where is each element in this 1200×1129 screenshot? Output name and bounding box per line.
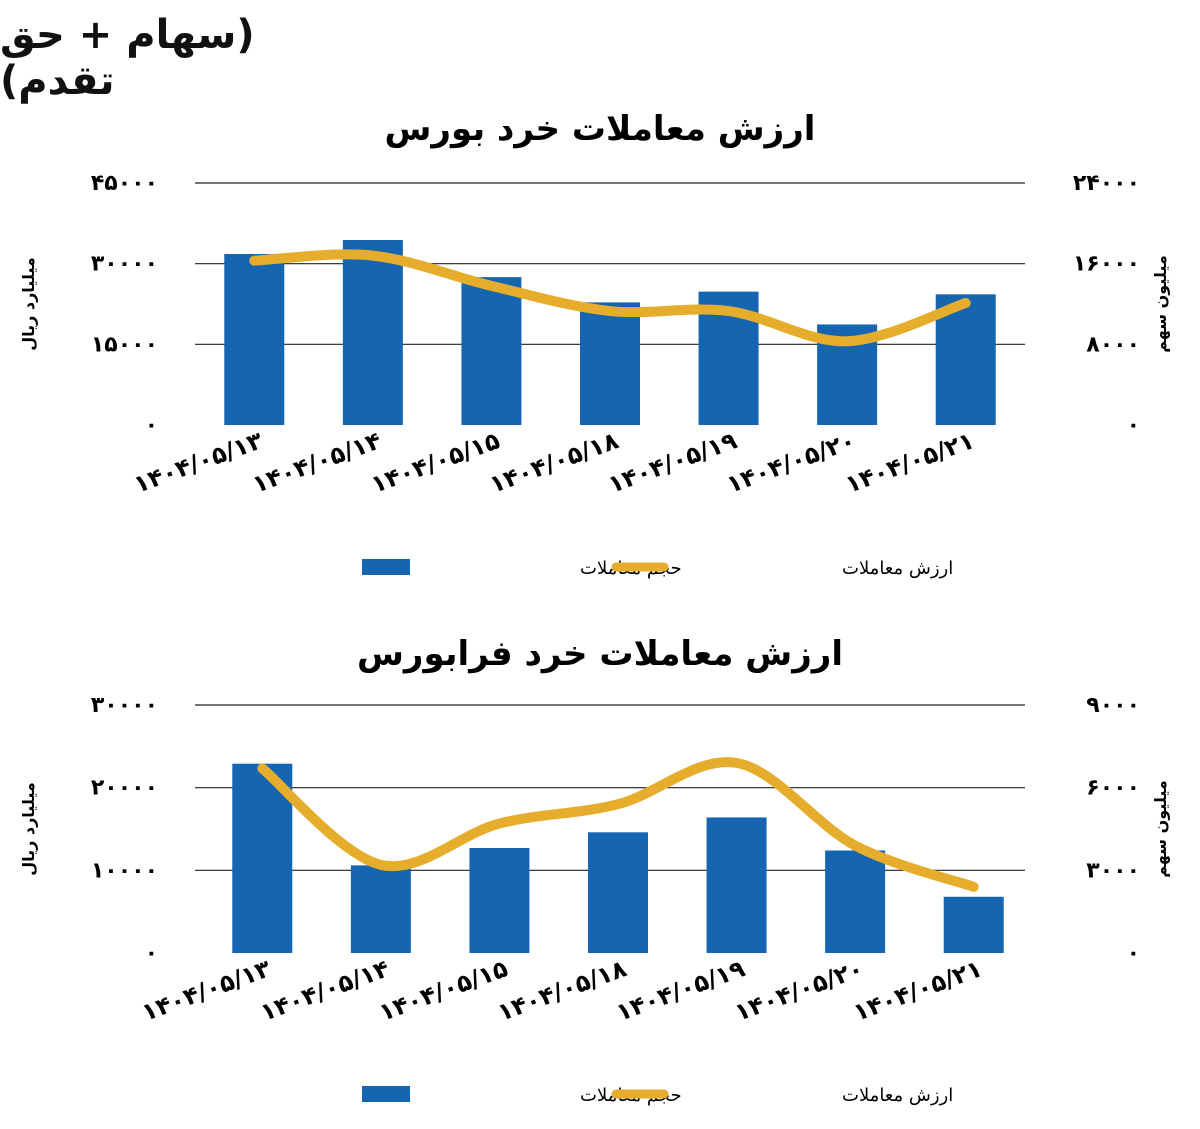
right-tick-label: ۲۴۰۰۰ (1073, 171, 1140, 196)
bar (588, 832, 648, 953)
category-label: ۱۴۰۴/۰۵/۱۹ (612, 954, 749, 1027)
category-label: ۱۴۰۴/۰۵/۱۵ (367, 426, 503, 498)
left-axis-label: میلیارد ریال (19, 782, 38, 876)
right-tick-label: ۱۶۰۰۰ (1073, 252, 1140, 277)
right-tick-label: ۰ (1127, 941, 1140, 966)
page-title: (سهام + حق تقدم) (0, 12, 255, 104)
category-label: ۱۴۰۴/۰۵/۱۵ (375, 954, 511, 1026)
bar (461, 277, 522, 425)
left-axis-label: میلیارد ریال (19, 257, 38, 351)
bar (469, 848, 530, 953)
bar (825, 850, 886, 953)
bar (706, 817, 767, 953)
category-label: ۱۴۰۴/۰۵/۲۰ (723, 426, 859, 498)
chart-farabourse: ارزش معاملات خرد فرابورس ۰ ۱۰۰۰۰ ۲۰۰۰۰ ۳۰۰۰… (19, 634, 1170, 1106)
left-axis-ticks: ۰ ۱۵۰۰۰ ۳۰۰۰۰ ۴۵۰۰۰ (91, 171, 158, 438)
category-label: ۱۴۰۴/۰۵/۱۴ (257, 954, 393, 1026)
left-tick-label: ۰ (145, 413, 158, 438)
right-axis-label: میلیون سهم (1151, 780, 1170, 878)
legend: حجم معاملات ارزش معاملات (362, 1085, 953, 1106)
line-series (249, 249, 971, 347)
left-tick-label: ۲۰۰۰۰ (91, 776, 158, 801)
legend: حجم معاملات ارزش معاملات (362, 558, 953, 579)
category-label: ۱۴۰۴/۰۵/۱۸ (486, 426, 623, 499)
bar-series (232, 763, 1004, 953)
bar (943, 896, 1004, 953)
legend-bar-swatch (362, 559, 410, 575)
bar-series (224, 240, 996, 425)
left-tick-label: ۱۵۰۰۰ (91, 332, 158, 357)
right-axis-label: میلیون سهم (1151, 255, 1170, 353)
left-tick-label: ۳۰۰۰۰ (91, 252, 158, 277)
left-tick-label: ۳۰۰۰۰ (91, 693, 158, 718)
left-tick-label: ۱۰۰۰۰ (91, 858, 158, 883)
right-axis-ticks: ۰ ۳۰۰۰ ۶۰۰۰ ۹۰۰۰ (1086, 693, 1140, 966)
right-tick-label: ۰ (1127, 413, 1140, 438)
category-label: ۱۴۰۴/۰۵/۲۱ (850, 954, 986, 1026)
category-label: ۱۴۰۴/۰۵/۱۹ (604, 426, 741, 499)
line-series (257, 757, 979, 892)
bar (224, 253, 285, 425)
category-label: ۱۴۰۴/۰۵/۱۴ (249, 426, 385, 498)
legend-line-label: ارزش معاملات (842, 1085, 953, 1106)
x-axis-ticks: ۱۴۰۴/۰۵/۱۳۱۴۰۴/۰۵/۱۴۱۴۰۴/۰۵/۱۵۱۴۰۴/۰۵/۱۸… (138, 954, 986, 1027)
bar (342, 240, 403, 425)
bar (580, 302, 640, 425)
category-label: ۱۴۰۴/۰۵/۲۱ (842, 426, 978, 498)
chart-bourse: ارزش معاملات خرد بورس ۰ ۱۵۰۰۰ ۳۰۰۰۰ ۴۵۰۰۰ ۰… (19, 109, 1170, 579)
right-axis-ticks: ۰ ۸۰۰۰ ۱۶۰۰۰ ۲۴۰۰۰ (1073, 171, 1140, 438)
right-tick-label: ۶۰۰۰ (1086, 776, 1140, 801)
category-label: ۱۴۰۴/۰۵/۱۸ (494, 954, 631, 1027)
right-tick-label: ۳۰۰۰ (1086, 858, 1140, 883)
category-label: ۱۴۰۴/۰۵/۲۰ (731, 954, 867, 1026)
left-axis-ticks: ۰ ۱۰۰۰۰ ۲۰۰۰۰ ۳۰۰۰۰ (91, 693, 158, 966)
right-tick-label: ۹۰۰۰ (1086, 693, 1140, 718)
category-label: ۱۴۰۴/۰۵/۱۳ (138, 954, 275, 1027)
bar (350, 865, 411, 953)
bar (232, 763, 293, 953)
left-tick-label: ۰ (145, 941, 158, 966)
right-tick-label: ۸۰۰۰ (1086, 332, 1140, 357)
chart-title: ارزش معاملات خرد فرابورس (357, 634, 843, 674)
chart-title: ارزش معاملات خرد بورس (385, 109, 816, 149)
legend-bar-swatch (362, 1086, 410, 1102)
x-axis-ticks: ۱۴۰۴/۰۵/۱۳۱۴۰۴/۰۵/۱۴۱۴۰۴/۰۵/۱۵۱۴۰۴/۰۵/۱۸… (130, 426, 978, 499)
left-tick-label: ۴۵۰۰۰ (91, 171, 158, 196)
legend-line-label: ارزش معاملات (842, 558, 953, 579)
